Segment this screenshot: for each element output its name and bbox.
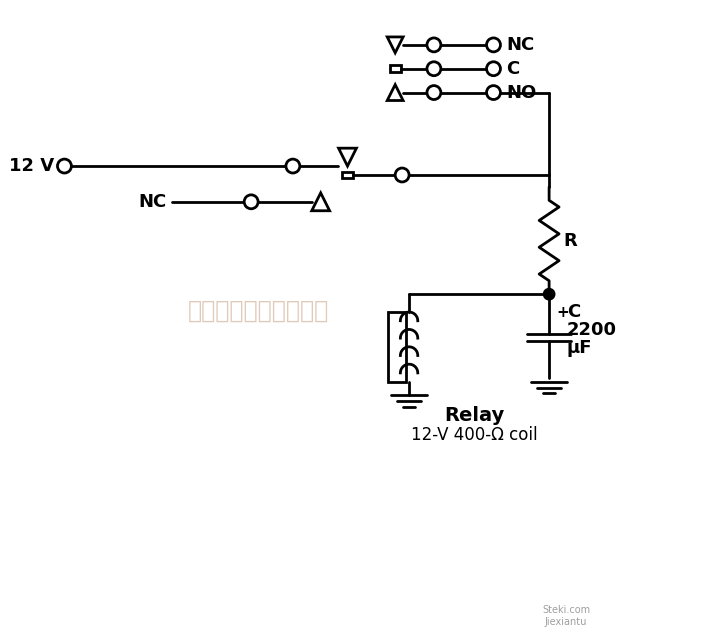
Circle shape — [286, 159, 300, 173]
Circle shape — [427, 86, 441, 99]
Text: NC: NC — [139, 193, 167, 211]
Text: μF: μF — [567, 339, 592, 357]
Bar — [342, 172, 353, 178]
Circle shape — [427, 62, 441, 76]
Text: R: R — [563, 231, 577, 249]
Circle shape — [244, 195, 258, 209]
Text: C: C — [567, 303, 580, 321]
Text: NO: NO — [506, 83, 537, 101]
Text: C: C — [506, 60, 520, 78]
Circle shape — [486, 62, 501, 76]
Text: 杭州将睿科技有限公司: 杭州将睿科技有限公司 — [187, 299, 329, 323]
Text: 2200: 2200 — [567, 321, 617, 339]
Circle shape — [395, 168, 409, 182]
Text: Steki.com
Jiexiantu: Steki.com Jiexiantu — [542, 605, 590, 627]
Circle shape — [544, 289, 554, 299]
Bar — [388, 312, 406, 381]
Text: Relay: Relay — [444, 406, 505, 425]
Text: NC: NC — [506, 36, 535, 54]
Text: 12-V 400-Ω coil: 12-V 400-Ω coil — [412, 426, 538, 444]
Bar — [389, 65, 401, 72]
Circle shape — [486, 86, 501, 99]
Text: 12 V: 12 V — [9, 157, 55, 175]
Circle shape — [58, 159, 71, 173]
Circle shape — [427, 38, 441, 52]
Text: +: + — [556, 304, 569, 320]
Circle shape — [486, 38, 501, 52]
